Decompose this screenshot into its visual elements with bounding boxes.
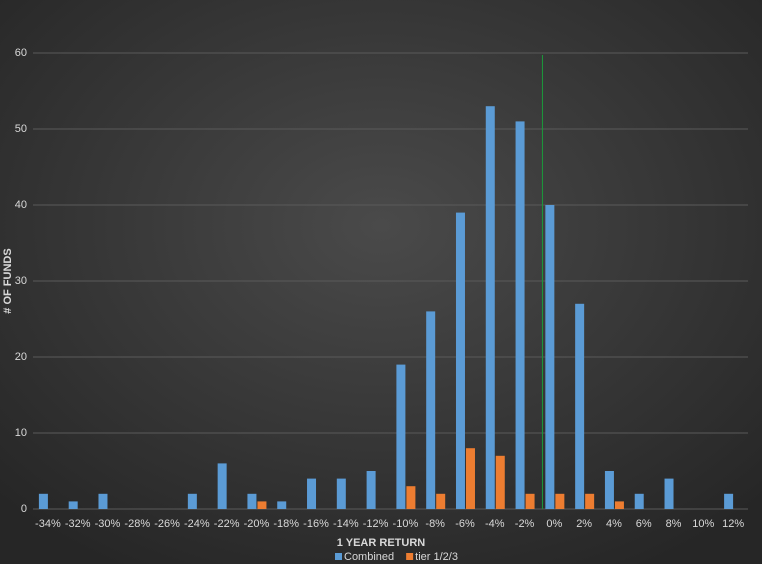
x-tick-label: 0% <box>546 518 562 530</box>
bar <box>604 471 614 509</box>
bar <box>436 493 446 509</box>
legend-swatch <box>335 553 342 560</box>
x-tick-label: -22% <box>214 518 240 530</box>
y-tick-label: 20 <box>15 351 27 363</box>
x-tick-label: 4% <box>606 518 622 530</box>
bar <box>366 471 376 509</box>
bar <box>38 493 48 509</box>
x-tick-label: -4% <box>485 518 505 530</box>
x-tick-label: -8% <box>425 518 445 530</box>
bar <box>187 493 197 509</box>
y-tick-label: 30 <box>15 275 27 287</box>
bar <box>495 455 505 509</box>
legend-label: Combined <box>344 551 394 563</box>
x-axis-title: 1 YEAR RETURN <box>337 537 425 549</box>
x-tick-label: -24% <box>184 518 210 530</box>
y-tick-label: 50 <box>15 123 27 135</box>
x-tick-label: -20% <box>244 518 270 530</box>
x-tick-label: -16% <box>303 518 329 530</box>
bar <box>396 364 406 509</box>
bar <box>485 106 495 509</box>
bar <box>217 463 227 509</box>
x-tick-label: -32% <box>65 518 91 530</box>
bar <box>257 501 267 509</box>
x-tick-label: -10% <box>393 518 419 530</box>
x-tick-label: 12% <box>722 518 744 530</box>
x-tick-label: -6% <box>455 518 475 530</box>
bar <box>575 303 585 509</box>
legend-label: tier 1/2/3 <box>415 551 458 563</box>
x-tick-label: 10% <box>692 518 714 530</box>
bar <box>307 478 317 509</box>
x-tick-label: -14% <box>333 518 359 530</box>
x-tick-label: -18% <box>273 518 299 530</box>
bar <box>455 212 465 509</box>
bar <box>515 121 525 510</box>
bar <box>68 501 78 509</box>
x-tick-label: -34% <box>35 518 61 530</box>
bar <box>247 493 257 509</box>
y-tick-label: 10 <box>15 427 27 439</box>
bar <box>406 486 416 509</box>
bar <box>555 493 565 509</box>
y-axis-title: # OF FUNDS <box>2 248 14 313</box>
bar <box>277 501 287 509</box>
bar <box>545 205 555 509</box>
bar <box>525 493 535 509</box>
x-tick-label: -26% <box>154 518 180 530</box>
x-tick-label: 8% <box>666 518 682 530</box>
bar <box>614 501 624 509</box>
x-tick-label: -30% <box>95 518 121 530</box>
y-tick-label: 60 <box>15 47 27 59</box>
y-tick-label: 40 <box>15 199 27 211</box>
bar <box>465 448 475 509</box>
bar <box>98 493 108 509</box>
y-tick-label: 0 <box>21 503 27 515</box>
x-tick-label: 6% <box>636 518 652 530</box>
legend-swatch <box>406 553 414 560</box>
bar <box>634 493 644 509</box>
x-tick-label: 2% <box>576 518 592 530</box>
bar <box>336 478 346 509</box>
x-tick-label: -2% <box>515 518 535 530</box>
bar <box>426 311 436 509</box>
bar <box>724 493 734 509</box>
x-tick-label: -12% <box>363 518 389 530</box>
x-tick-label: -28% <box>124 518 150 530</box>
bar <box>664 478 674 509</box>
bar <box>585 493 595 509</box>
